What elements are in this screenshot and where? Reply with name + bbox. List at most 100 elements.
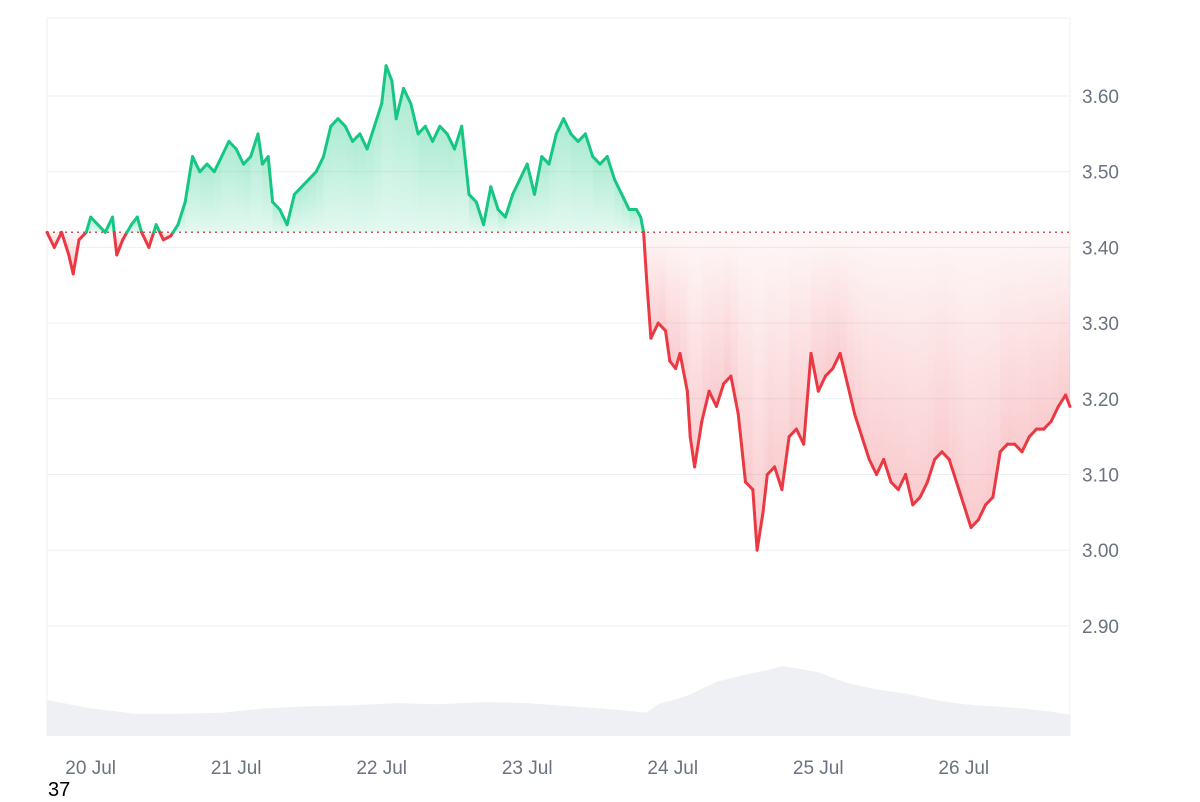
fill-segment-62-0 [469, 194, 477, 233]
price-segment-98-0 [700, 389, 711, 423]
price-segment-30-0 [249, 132, 260, 159]
fill-segment-43-0 [338, 118, 346, 233]
y-tick-label-2: 3.10 [1082, 466, 1119, 487]
fill-segment-97-0 [694, 232, 702, 467]
price-segment-110-0 [780, 435, 791, 492]
price-segment-65-0 [489, 185, 500, 211]
fill-segment-98-0 [701, 232, 710, 422]
price-segment-128-0 [911, 495, 922, 507]
fill-segment-105-0 [752, 232, 758, 551]
fill-segment-75-0 [563, 118, 571, 233]
fill-segment-56-0 [425, 126, 433, 233]
fill-segment-117-0 [832, 232, 841, 369]
fill-segment-134-0 [956, 232, 964, 505]
price-segment-21-0 [183, 155, 194, 204]
fill-segment-76-0 [570, 133, 579, 233]
price-segment-136-0 [969, 518, 980, 529]
price-segment-37-0 [292, 185, 304, 196]
price-segment-107-0 [761, 473, 769, 514]
fill-segment-71-0 [534, 156, 542, 233]
fill-segment-26-0 [221, 141, 229, 233]
fill-segment-39-0 [308, 171, 317, 233]
price-segment-61-0 [460, 124, 471, 196]
price-segment-49-0 [380, 64, 388, 106]
fill-segment-96-0 [690, 232, 695, 467]
price-segment-73-0 [547, 132, 558, 166]
price-segment-83-0 [620, 192, 631, 211]
price-segment-33-0 [266, 155, 275, 204]
fill-segment-149-0 [1065, 232, 1070, 407]
price-segment-36-0 [285, 192, 296, 227]
price-segment-1-0 [52, 230, 64, 249]
price-segment-81-0 [605, 155, 616, 181]
price-segment-64-0 [482, 185, 493, 227]
price-segment-143-0 [1020, 435, 1031, 454]
fill-segment-143-0 [1022, 232, 1030, 452]
price-segment-58-0 [438, 124, 449, 136]
fill-segment-40-0 [316, 156, 324, 233]
price-segment-146-0 [1042, 420, 1053, 431]
price-segment-127-0 [904, 473, 915, 507]
price-segment-2-0 [60, 230, 71, 257]
price-segment-100-0 [714, 382, 726, 408]
price-segment-29-0 [242, 155, 253, 166]
fill-segment-37-0 [294, 186, 302, 233]
price-segment-105-0 [751, 488, 759, 552]
price-segment-7-0 [89, 215, 100, 227]
x-tick-label-0: 20 Jul [65, 758, 116, 779]
price-segment-96-0 [688, 435, 697, 469]
price-segment-133-0 [947, 457, 958, 484]
price-segment-43-0 [336, 117, 347, 128]
price-segment-66-0 [496, 208, 507, 219]
price-line [45, 64, 1072, 552]
fill-segment-47-0 [367, 126, 375, 233]
fill-segment-124-0 [883, 232, 891, 483]
price-segment-54-0 [409, 102, 420, 136]
y-tick-label-7: 3.60 [1082, 87, 1119, 108]
fill-segment-142-0 [1014, 232, 1022, 452]
fill-segment-77-0 [578, 133, 586, 233]
fill-segment-80-0 [600, 156, 608, 233]
price-segment-5-0 [77, 230, 88, 242]
price-segment-40-0 [314, 155, 325, 174]
price-segment-38-0 [300, 177, 311, 189]
fill-segment-22-0 [192, 156, 200, 233]
x-tick-label-2: 22 Jul [356, 758, 407, 779]
fill-segment-78-0 [585, 133, 593, 233]
price-segment-71-0 [533, 155, 544, 196]
price-segment-102-0 [729, 374, 740, 416]
price-segment-50-0 [384, 64, 394, 83]
fill-segment-137-0 [978, 232, 986, 520]
fill-segment-107-0 [763, 232, 768, 513]
price-segment-55-0 [416, 124, 427, 136]
fill-segment-104-0 [745, 232, 753, 490]
price-segment-70-0 [525, 162, 536, 196]
fill-segment-90-0 [658, 232, 666, 331]
fill-segment-48-0 [374, 103, 382, 233]
x-tick-label-1: 21 Jul [211, 758, 262, 779]
price-segment-115-0 [816, 374, 827, 393]
price-segment-123-0 [875, 457, 886, 476]
fill-segment-139-0 [992, 232, 1001, 498]
fill-segment-130-0 [927, 232, 935, 483]
fill-segment-110-0 [781, 232, 790, 490]
fill-segment-69-0 [519, 164, 528, 233]
price-segment-90-0 [656, 321, 667, 333]
fill-segment-112-0 [796, 232, 804, 445]
price-segment-19-1 [171, 223, 180, 234]
price-segment-113-0 [802, 351, 813, 446]
fill-segment-54-0 [410, 103, 419, 233]
price-segment-120-0 [853, 412, 864, 439]
price-segment-117-0 [831, 351, 842, 370]
price-segment-10-1 [112, 230, 119, 257]
fill-segment-60-0 [454, 126, 462, 233]
fill-segment-145-0 [1036, 232, 1044, 430]
price-segment-60-0 [453, 124, 464, 151]
price-segment-41-0 [322, 124, 333, 159]
price-segment-104-0 [744, 480, 755, 492]
price-fill-area [47, 65, 1070, 551]
fill-segment-129-0 [920, 232, 928, 498]
fill-segment-93-0 [675, 232, 680, 369]
price-segment-129-0 [918, 480, 929, 499]
